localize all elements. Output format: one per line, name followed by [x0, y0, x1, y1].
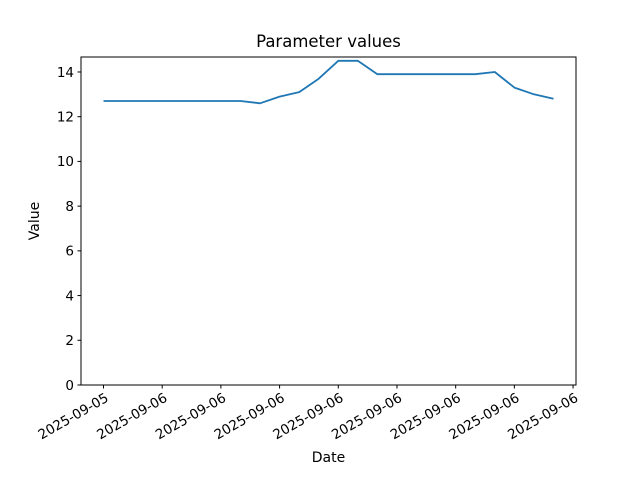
y-tick-label: 2 [65, 333, 74, 349]
y-tick-label: 4 [65, 288, 74, 304]
data-line-parameter-values [103, 59, 554, 105]
x-axis-label: Date [311, 450, 346, 466]
y-tick-label: 0 [65, 378, 74, 394]
y-tick-label: 10 [57, 154, 74, 170]
y-tick-label: 6 [65, 244, 74, 260]
y-tick-label: 8 [65, 199, 74, 215]
chart-title: Parameter values [256, 32, 401, 51]
axes-spines [80, 56, 577, 386]
y-tick-label: 14 [57, 65, 74, 81]
y-tick-label: 12 [57, 109, 74, 125]
y-axis-label: Value [27, 201, 43, 241]
